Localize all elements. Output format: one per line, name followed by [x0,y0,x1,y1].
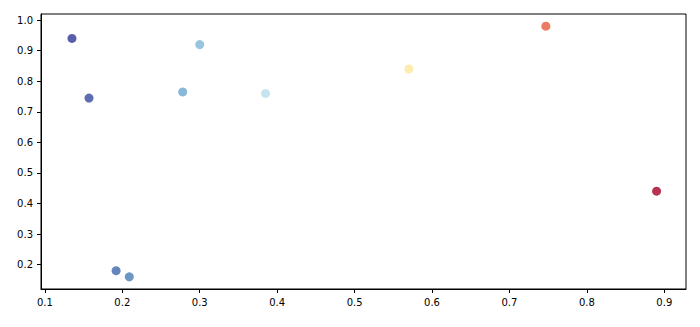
svg-text:0.6: 0.6 [424,297,440,308]
svg-text:0.2: 0.2 [17,259,33,270]
svg-text:0.4: 0.4 [17,198,33,209]
svg-text:0.4: 0.4 [269,297,285,308]
svg-text:0.6: 0.6 [17,137,33,148]
svg-text:0.3: 0.3 [17,229,33,240]
svg-text:0.5: 0.5 [17,167,33,178]
svg-text:0.8: 0.8 [579,297,595,308]
svg-text:0.7: 0.7 [502,297,518,308]
svg-text:0.8: 0.8 [17,76,33,87]
svg-text:0.5: 0.5 [347,297,363,308]
svg-text:0.3: 0.3 [192,297,208,308]
svg-text:1.0: 1.0 [17,15,33,26]
svg-text:0.9: 0.9 [656,297,672,308]
svg-text:0.9: 0.9 [17,45,33,56]
svg-text:0.1: 0.1 [37,297,53,308]
svg-text:0.7: 0.7 [17,106,33,117]
svg-text:0.2: 0.2 [114,297,130,308]
